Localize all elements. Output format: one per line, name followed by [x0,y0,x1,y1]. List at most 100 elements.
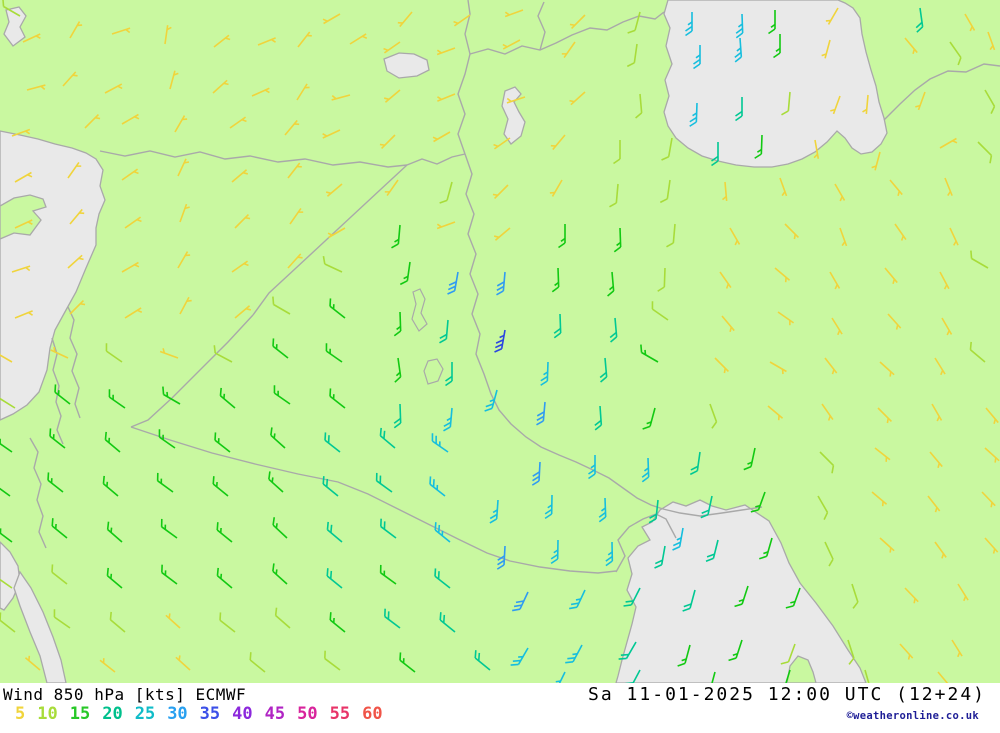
wind-barb [544,494,553,520]
wind-barb [777,311,795,326]
wind-barb [379,134,396,150]
wind-barb [474,650,491,671]
wind-barb [322,129,341,139]
wind-barb [984,537,999,554]
wind-barb [851,583,859,609]
wind-barb [774,267,791,283]
border-kuwait [615,513,677,573]
wind-barb [14,310,33,319]
map-region [0,0,1000,683]
wind-barb [268,471,284,493]
wind-barb [165,613,181,629]
wind-barb [780,643,796,665]
wind-barb [569,91,586,106]
wind-barb [14,171,33,183]
wind-barb [985,407,999,425]
wind-barb [977,141,993,164]
wind-barb [735,13,744,39]
wind-barb [682,589,696,612]
wind-barb [904,587,919,604]
wind-barb [174,115,188,133]
wind-barb [383,89,401,103]
wind-barb [821,39,831,59]
wind-barb [380,518,397,539]
border-levant-east [67,306,81,419]
persian-gulf [615,499,867,683]
wind-barb [322,256,343,273]
wind-barb [904,37,918,55]
legend-value: 10 [37,704,58,724]
wind-barb [689,451,701,476]
border-iran-turkmenistan [883,63,1000,121]
copyright-link[interactable]: ©weatheronline.co.uk [846,710,979,722]
wind-barb [951,639,963,658]
wind-barb [69,299,86,315]
wind-barb [383,41,401,54]
wind-barb [934,357,946,376]
wind-barb [11,128,31,137]
wind-barb [642,407,656,430]
wind-barb [179,203,190,223]
wind-barb [783,669,791,683]
wind-barb [325,183,343,197]
wind-barb [24,655,41,671]
wind-barb [657,267,666,292]
wind-barb [829,271,841,290]
wind-barb [54,384,71,405]
wind-barb [754,134,763,159]
wind-barb [0,576,13,589]
wind-barb [618,641,637,660]
wind-barb [329,612,346,633]
wind-barb [871,151,881,171]
wind-barb [626,43,638,68]
wind-barb [324,650,341,671]
wind-barb [436,221,456,230]
wind-barb [325,343,343,363]
wind-barb [743,447,756,471]
wind-barb [627,11,641,34]
qatar-peninsula [786,655,817,683]
wind-barb [613,140,621,165]
legend-value: 45 [264,704,286,724]
wind-barb [0,484,11,497]
wind-barb [984,89,996,114]
wind-barb [69,208,85,225]
wind-barb [329,388,346,409]
wind-barb [735,97,743,122]
gulf-of-aqaba-red-sea [13,570,67,683]
wind-barb [769,361,787,375]
wind-barb [22,33,41,43]
wind-barb [274,607,291,629]
wind-barb [47,472,64,493]
wind-barb [431,433,449,453]
wind-barb [231,260,249,273]
wind-barb [26,84,46,91]
wind-barb [834,183,846,202]
wind-barb [0,397,16,409]
wind-barb [939,137,958,149]
wind-barb [884,267,898,285]
wind-barb [728,639,743,662]
wind-barb [102,475,119,497]
wind-barb [104,431,121,453]
wind-barb [99,658,116,673]
wind-barb [553,313,562,339]
wind-barb [651,301,669,321]
wind-barb [502,39,521,50]
wind-barb [287,253,303,269]
wind-barb [550,539,559,565]
wind-barb [62,71,78,87]
wind-barb [272,338,289,359]
legend-value: 25 [134,704,156,724]
wind-barb [677,644,691,667]
wind-barb [609,183,619,208]
lake-van [383,52,430,79]
wind-barb [67,161,82,179]
wind-barb [824,541,834,567]
cyprus [0,194,47,240]
wind-barb [391,224,401,249]
wind-barb [613,227,622,253]
wind-barb [862,94,869,114]
wind-barb [272,563,288,585]
wind-barb [379,427,396,449]
